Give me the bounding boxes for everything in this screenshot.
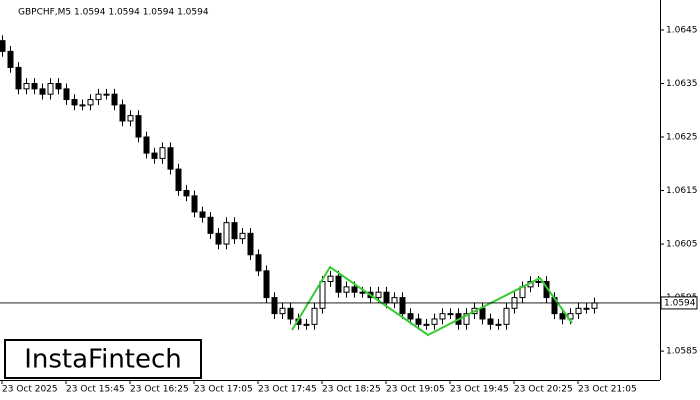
candle-body [311, 307, 318, 325]
candle-body [479, 307, 486, 320]
last-price-box [660, 296, 698, 310]
candle-body [15, 66, 22, 90]
candle-body [223, 222, 230, 245]
candle-body [279, 307, 286, 315]
last-price-label: 1.0594 [664, 298, 696, 308]
candle-body [263, 270, 270, 299]
y-tick-label: 1.0605 [666, 240, 698, 250]
candle-body [247, 232, 254, 256]
candle-body [439, 313, 446, 320]
candle-body [303, 323, 310, 326]
candle-body [159, 147, 166, 159]
candle-body [319, 281, 326, 309]
x-tick-label: 23 Oct 18:25 [322, 385, 381, 395]
candle-body [239, 232, 246, 240]
candle-body [215, 232, 222, 245]
candle-body [375, 291, 382, 299]
candle-body [47, 82, 54, 95]
x-tick-label: 23 Oct 17:45 [258, 385, 317, 395]
candle-body [447, 313, 454, 316]
candle-body [135, 115, 142, 138]
candle-body [335, 275, 342, 293]
candle-body [559, 313, 566, 320]
x-tick-label: 23 Oct 19:05 [386, 385, 445, 395]
candle-body [31, 82, 38, 90]
candle-body [39, 88, 46, 95]
candle-body [399, 297, 406, 315]
chart-title: GBPCHF,M5 1.0594 1.0594 1.0594 1.0594 [18, 8, 209, 18]
y-tick-label: 1.0585 [666, 347, 698, 357]
candle-body [343, 286, 350, 293]
y-tick-label: 1.0635 [666, 79, 698, 89]
candle-body [0, 40, 6, 52]
candle-body [575, 307, 582, 315]
candle-body [183, 190, 190, 197]
brand-logo: InstaFintech [24, 345, 182, 375]
candle-body [167, 147, 174, 170]
x-tick-label: 23 Oct 21:05 [578, 385, 637, 395]
candle-body [151, 152, 158, 159]
candle-body [495, 323, 502, 326]
candle-body [407, 313, 414, 320]
candle-body [79, 104, 86, 107]
candle-body [487, 318, 494, 325]
x-tick-label: 23 Oct 2025 [2, 385, 58, 395]
candle-body [503, 307, 510, 325]
candle-body [199, 211, 206, 218]
candle-body [7, 50, 14, 68]
candle-body [63, 88, 70, 101]
candle-body [535, 281, 542, 284]
x-tick-label: 23 Oct 16:25 [130, 385, 189, 395]
candle-body [23, 82, 30, 90]
x-tick-label: 23 Oct 20:25 [514, 385, 573, 395]
candle-body [583, 307, 590, 310]
candle-body [383, 291, 390, 304]
y-tick-label: 1.0645 [666, 25, 698, 35]
candle-body [127, 115, 134, 122]
candle-body [351, 286, 358, 293]
candle-body [391, 297, 398, 304]
brand-box [4, 339, 202, 379]
x-tick-label: 23 Oct 19:45 [450, 385, 509, 395]
y-tick-label: 1.0625 [666, 133, 698, 143]
x-tick-label: 23 Oct 17:05 [194, 385, 253, 395]
candle-body [423, 323, 430, 326]
candle-body [431, 318, 438, 325]
y-tick-label: 1.0615 [666, 186, 698, 196]
candle-body [175, 168, 182, 192]
pattern-line [291, 265, 573, 337]
candle-body [95, 93, 102, 101]
candle-body [463, 313, 470, 325]
candle-body [207, 216, 214, 234]
candle-body [287, 307, 294, 320]
candle-body [591, 302, 598, 309]
candle-body [119, 104, 126, 122]
candle-body [231, 222, 238, 240]
candle-body [111, 93, 118, 106]
candle-body [103, 93, 110, 96]
candle-body [71, 99, 78, 106]
candle-body [55, 82, 62, 90]
candle-body [87, 99, 94, 106]
candle-body [191, 195, 198, 213]
candle-body [359, 291, 366, 294]
candle-body [327, 275, 334, 283]
candle-body [271, 297, 278, 315]
candle-body [255, 254, 262, 272]
candle-body [143, 136, 150, 154]
candle-body [415, 318, 422, 325]
x-tick-label: 23 Oct 15:45 [66, 385, 125, 395]
